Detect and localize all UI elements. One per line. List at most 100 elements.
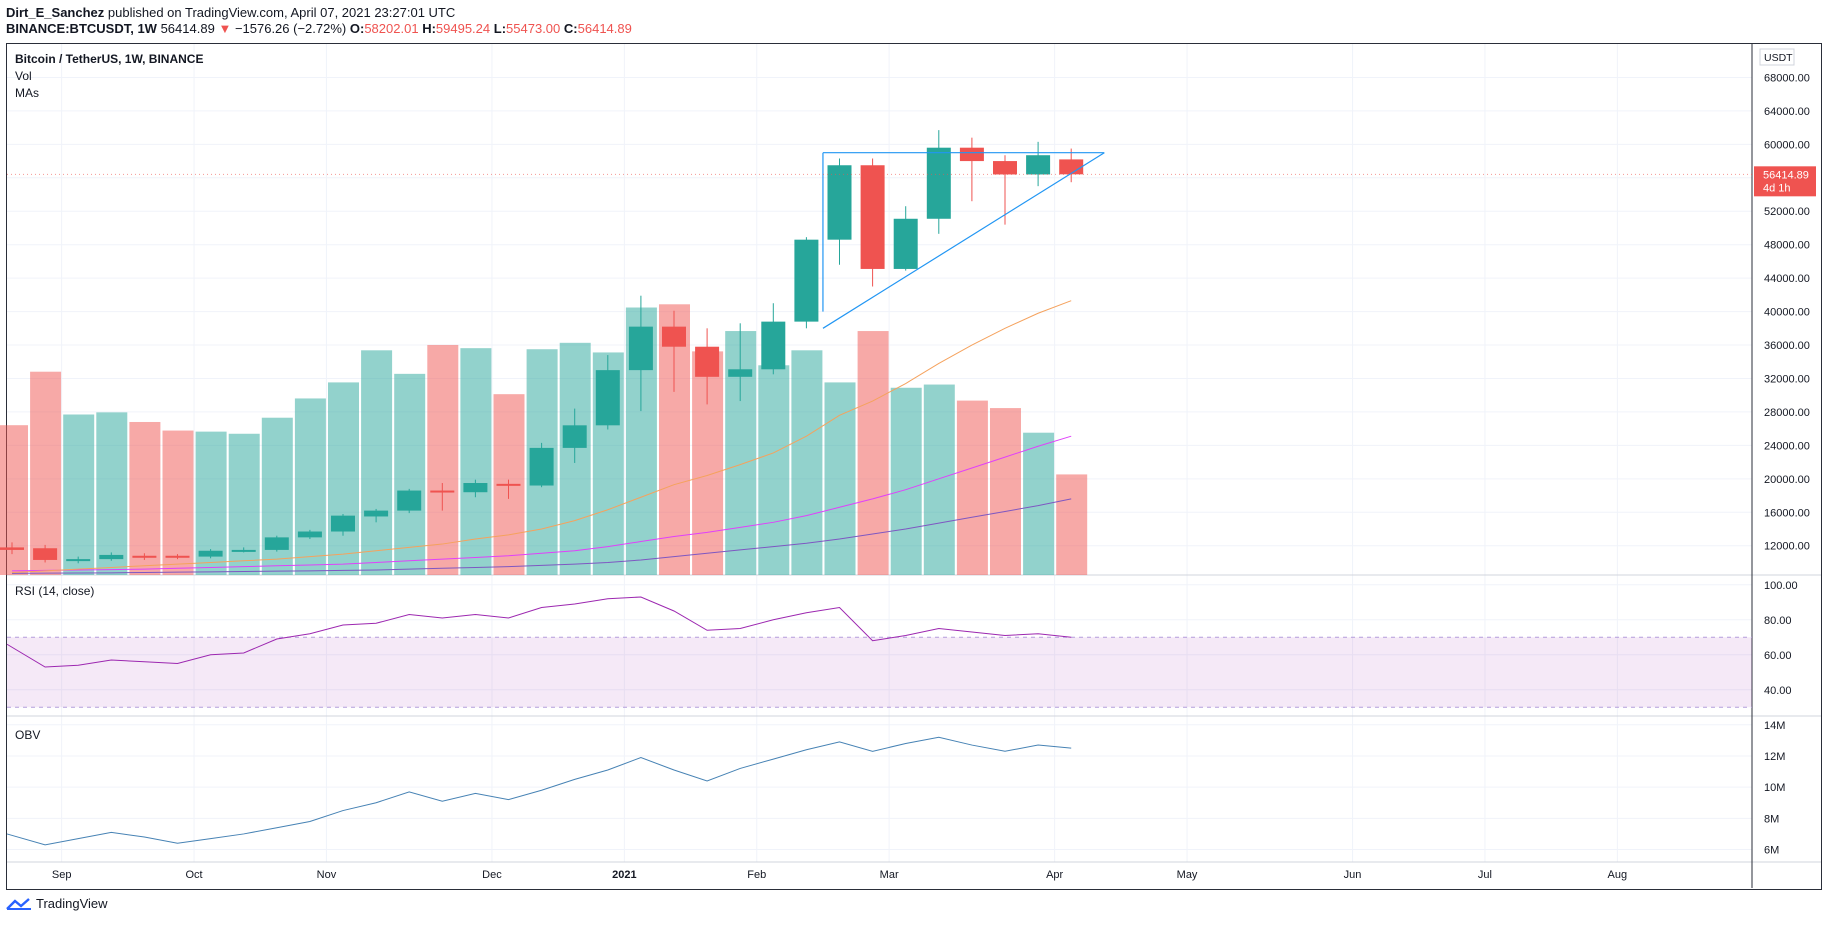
publish-info: Dirt_E_Sanchez published on TradingView.… (6, 5, 455, 20)
price-tick-label: 60000.00 (1764, 139, 1810, 151)
candle-body (198, 550, 223, 557)
date-tick-label: Feb (747, 869, 766, 881)
volume-bar (1023, 432, 1055, 575)
candle-body (165, 555, 190, 558)
low-label: L: (493, 21, 507, 36)
date-tick-label: Jun (1344, 869, 1362, 881)
author-name[interactable]: Dirt_E_Sanchez (6, 5, 105, 20)
candle-body (728, 369, 753, 377)
low-value: 55473.00 (506, 21, 561, 36)
volume-bar (328, 382, 359, 575)
date-tick-label: Jul (1478, 869, 1492, 881)
candle-body (430, 490, 455, 493)
obv-legend: OBV (15, 728, 41, 742)
volume-bar (427, 344, 459, 575)
candle-body (993, 161, 1017, 175)
ma50-line (11, 435, 1072, 572)
price-tick-label: 48000.00 (1764, 240, 1810, 252)
rsi-tick-label: 60.00 (1764, 650, 1792, 662)
ma20-line (11, 300, 1072, 573)
volume-bar (63, 414, 95, 575)
obv-tick-label: 6M (1764, 845, 1779, 857)
candle-body (1026, 155, 1051, 175)
volume-bar (129, 421, 161, 575)
candle-body (893, 218, 918, 269)
symbol-label: BINANCE:BTCUSDT, 1W (6, 21, 157, 36)
candle-body (794, 239, 819, 322)
volume-bar (96, 412, 128, 575)
price-change: −1576.26 (−2.72%) (234, 21, 347, 36)
rsi-tick-label: 40.00 (1764, 685, 1792, 697)
candle-body (562, 425, 587, 448)
candle-body (397, 490, 422, 511)
candle-body (297, 531, 322, 538)
last-price-countdown: 4d 1h (1763, 182, 1791, 194)
obv-line (6, 736, 1072, 846)
price-tick-label: 52000.00 (1764, 206, 1810, 218)
currency-tag-label: USDT (1764, 52, 1793, 64)
date-tick-label: Oct (185, 869, 202, 881)
volume-bar (758, 365, 790, 575)
close-value: 56414.89 (577, 21, 632, 36)
price-tick-label: 40000.00 (1764, 307, 1810, 319)
obv-tick-label: 8M (1764, 813, 1779, 825)
brand-name: TradingView (36, 896, 108, 911)
down-arrow-icon: ▼ (218, 21, 232, 36)
volume-bar (890, 387, 922, 575)
rsi-legend: RSI (14, close) (15, 584, 95, 598)
date-tick-label: Apr (1046, 869, 1063, 881)
volume-bar (956, 400, 988, 575)
price-tick-label: 68000.00 (1764, 72, 1810, 84)
candle-body (761, 321, 786, 370)
open-label: O: (349, 21, 365, 36)
tradingview-footer[interactable]: TradingView (6, 896, 108, 911)
price-tick-label: 44000.00 (1764, 273, 1810, 285)
volume-bar (361, 350, 393, 575)
date-tick-label: Aug (1608, 869, 1628, 881)
candle-body (595, 370, 620, 426)
price-tick-label: 20000.00 (1764, 474, 1810, 486)
date-tick-label: May (1177, 869, 1198, 881)
close-label: C: (563, 21, 578, 36)
candle-body (132, 555, 157, 558)
price-tick-label: 16000.00 (1764, 507, 1810, 519)
candle-body (231, 549, 256, 552)
volume-bar (0, 425, 28, 575)
candle-body (1059, 159, 1084, 175)
candle-body (628, 326, 653, 371)
ma100-line (11, 498, 1072, 574)
candle-body (364, 510, 389, 517)
high-value: 59495.24 (435, 21, 491, 36)
candle-body (66, 559, 91, 562)
volume-bar (824, 382, 856, 575)
tradingview-logo-icon (6, 897, 31, 910)
date-tick-label: 2021 (612, 869, 636, 881)
candle-body (463, 483, 488, 493)
candle-body (926, 147, 951, 219)
candle-body (529, 447, 554, 486)
price-tick-label: 36000.00 (1764, 340, 1810, 352)
ohlc-header: BINANCE:BTCUSDT, 1W 56414.89 ▼ −1576.26 … (6, 21, 632, 36)
price-tick-label: 64000.00 (1764, 106, 1810, 118)
volume-bar (162, 430, 194, 575)
volume-bar (1056, 474, 1088, 575)
last-price-tag (1754, 166, 1816, 197)
volume-bar (30, 371, 62, 575)
price-tick-label: 32000.00 (1764, 373, 1810, 385)
price-tick-label: 12000.00 (1764, 541, 1810, 553)
publish-text: published on TradingView.com, April 07, … (107, 5, 456, 20)
trendline (822, 152, 1105, 329)
candle-body (0, 547, 24, 550)
volume-bar (990, 408, 1021, 575)
main-pane-title: Bitcoin / TetherUS, 1W, BINANCE (15, 52, 204, 66)
candle-body (662, 326, 686, 347)
candle-body (827, 165, 852, 240)
open-value: 58202.01 (364, 21, 419, 36)
date-tick-label: Dec (482, 869, 502, 881)
date-tick-label: Sep (52, 869, 72, 881)
volume-bar (294, 398, 326, 575)
volume-bar (857, 331, 889, 575)
volume-bar (923, 384, 955, 575)
date-tick-label: Mar (880, 869, 899, 881)
